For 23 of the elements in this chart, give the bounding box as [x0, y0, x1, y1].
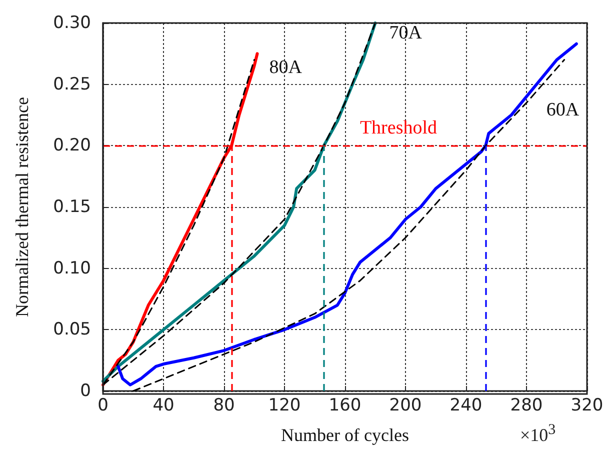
x-tick-label: 320	[570, 396, 604, 416]
x-axis-title: Number of cycles	[281, 425, 409, 445]
y-tick-label: 0.15	[53, 197, 91, 217]
x-tick-label: 240	[450, 396, 482, 416]
y-axis-title: Normalized thermal resistence	[12, 97, 32, 317]
ref-line-label: Threshold	[360, 118, 438, 139]
text: ×10$^{3}$	[520, 422, 556, 446]
x-tick-label: 280	[510, 396, 543, 416]
x-tick-label: 160	[328, 396, 362, 416]
x-tick-label: 80	[213, 396, 235, 416]
y-tick-label: 0.25	[53, 74, 91, 94]
series-label: 70A	[389, 22, 422, 44]
y-tick-label: 0.30	[53, 13, 91, 33]
y-tick-label: 0.05	[53, 320, 91, 340]
y-tick-label: 0	[80, 381, 91, 401]
series-label: 60A	[546, 99, 580, 120]
x-tick-label: 0	[98, 396, 108, 416]
x-tick-label: 40	[152, 396, 174, 416]
y-tick-label: 0.20	[53, 136, 91, 156]
x-tick-label: 200	[389, 396, 422, 416]
series-label: 80A	[269, 57, 302, 78]
x-tick-label: 120	[268, 396, 301, 416]
y-tick-label: 0.10	[53, 258, 91, 278]
